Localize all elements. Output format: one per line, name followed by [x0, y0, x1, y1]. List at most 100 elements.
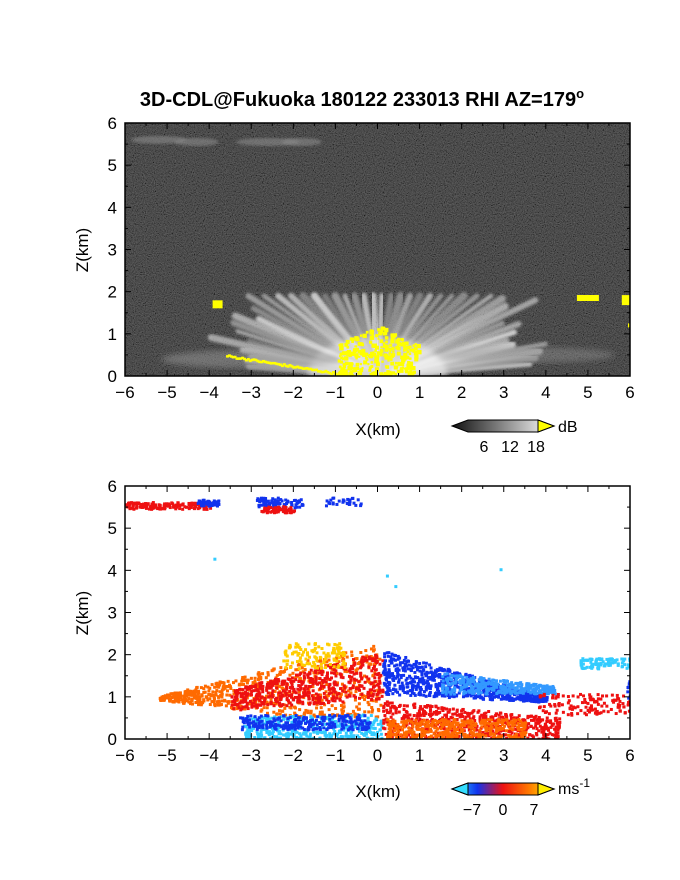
velocity-pixel [310, 679, 314, 683]
velocity-pixel [318, 696, 322, 700]
velocity-pixel [484, 692, 488, 696]
strong-echo-pixel [254, 358, 258, 362]
velocity-pixel [460, 709, 464, 713]
velocity-pixel [378, 688, 382, 692]
velocity-pixel [396, 654, 400, 658]
velocity-pixel [409, 676, 413, 680]
velocity-pixel [357, 696, 361, 700]
velocity-pixel [266, 671, 270, 675]
velocity-pixel [556, 722, 560, 726]
velocity-pixel [426, 720, 430, 724]
velocity-pixel [327, 664, 331, 668]
velocity-pixel [189, 504, 193, 508]
strong-echo-pixel [366, 377, 369, 380]
x-axis-label: X(km) [355, 420, 400, 439]
velocity-pixel [211, 690, 215, 694]
velocity-pixel [443, 694, 447, 698]
velocity-pixel [605, 704, 609, 708]
velocity-pixel [555, 708, 559, 712]
velocity-pixel [424, 681, 428, 685]
velocity-pixel [266, 691, 270, 695]
velocity-pixel [584, 705, 588, 709]
velocity-pixel [307, 702, 311, 706]
strong-echo-pixel [376, 351, 380, 355]
velocity-pixel [489, 681, 493, 685]
velocity-pixel [240, 695, 244, 699]
velocity-pixel [409, 693, 413, 697]
velocity-pixel [257, 505, 261, 509]
velocity-pixel [433, 669, 437, 673]
velocity-pixel [303, 668, 307, 672]
strong-echo-pixel [256, 359, 260, 363]
velocity-pixel [464, 691, 468, 695]
velocity-pixel [185, 505, 189, 509]
velocity-pixel [335, 681, 339, 685]
velocity-pixel [274, 679, 278, 683]
velocity-pixel [448, 687, 452, 691]
velocity-pixel [508, 683, 512, 687]
velocity-pixel [297, 651, 301, 655]
velocity-pixel [319, 656, 323, 660]
velocity-pixel [425, 721, 429, 725]
velocity-pixel [357, 680, 361, 684]
velocity-pixel [442, 690, 446, 694]
strong-echo-pixel [316, 369, 320, 373]
strong-echo-pixel [322, 370, 326, 374]
velocity-pixel [523, 723, 527, 727]
velocity-pixel [447, 724, 451, 728]
velocity-pixel [334, 669, 338, 673]
velocity-pixel [313, 666, 317, 670]
velocity-pixel [479, 678, 483, 682]
velocity-pixel [445, 707, 449, 711]
velocity-pixel [311, 685, 315, 689]
velocity-pixel [442, 677, 446, 681]
velocity-pixel [277, 709, 281, 713]
strong-echo-pixel [384, 332, 388, 336]
velocity-pixel [315, 659, 319, 663]
velocity-pixel [420, 719, 424, 723]
velocity-pixel [311, 722, 315, 726]
velocity-pixel [372, 682, 376, 686]
velocity-pixel [294, 650, 298, 654]
velocity-pixel [396, 723, 400, 727]
strong-echo-pixel [401, 357, 406, 363]
velocity-pixel [298, 678, 302, 682]
velocity-pixel [423, 672, 427, 676]
velocity-pixel [450, 688, 454, 692]
velocity-pixel [466, 680, 470, 684]
velocity-pixel [286, 725, 290, 729]
velocity-pixel [441, 716, 445, 720]
velocity-pixel [330, 704, 334, 708]
velocity-pixel [344, 731, 348, 735]
strong-echo-pixel [395, 365, 399, 369]
velocity-pixel [335, 732, 339, 736]
velocity-pixel [597, 711, 601, 715]
velocity-pixel [406, 690, 410, 694]
velocity-pixel [459, 682, 463, 686]
velocity-pixel [595, 709, 599, 713]
velocity-pixel [304, 732, 308, 736]
velocity-pixel [462, 688, 466, 692]
x-tick-label: 1 [415, 383, 424, 402]
velocity-pixel [497, 713, 501, 717]
velocity-pixel [503, 689, 507, 693]
velocity-pixel [553, 703, 557, 707]
velocity-pixel [283, 650, 287, 654]
velocity-pixel [419, 680, 423, 684]
velocity-pixel [265, 731, 269, 735]
velocity-pixel [549, 720, 553, 724]
velocity-pixel [337, 729, 341, 733]
velocity-pixel [320, 722, 324, 726]
velocity-pixel [253, 704, 257, 708]
velocity-pixel [279, 715, 283, 719]
velocity-pixel [382, 718, 386, 722]
velocity-pixel [390, 701, 394, 705]
strong-echo-pixel [391, 346, 395, 351]
velocity-pixel [259, 681, 263, 685]
velocity-pixel [445, 678, 449, 682]
velocity-pixel [258, 698, 262, 702]
velocity-pixel [406, 719, 410, 723]
velocity-pixel [449, 715, 453, 719]
velocity-pixel [130, 501, 134, 505]
velocity-pixel [299, 647, 303, 651]
